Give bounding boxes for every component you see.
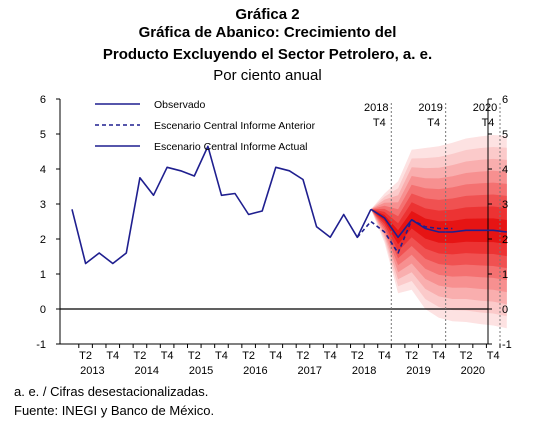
- reference-quarter-label: T4: [427, 117, 440, 129]
- y-tick-label-right: 3: [502, 199, 508, 211]
- reference-year-label: 2018: [364, 102, 388, 114]
- footnote-source: Fuente: INEGI y Banco de México.: [14, 403, 215, 418]
- x-quarter-label: T4: [324, 350, 337, 362]
- legend-label-3: Escenario Central Informe Actual: [154, 141, 308, 153]
- x-year-label: 2019: [406, 365, 430, 377]
- y-tick-label-left: 6: [40, 94, 46, 106]
- y-tick-label-left: 3: [40, 199, 46, 211]
- x-quarter-label: T2: [351, 350, 364, 362]
- y-tick-label-right: 4: [502, 164, 508, 176]
- y-tick-label-left: 0: [40, 304, 46, 316]
- x-quarter-label: T4: [161, 350, 174, 362]
- x-quarter-label: T2: [297, 350, 310, 362]
- x-quarter-label: T2: [134, 350, 147, 362]
- x-quarter-label: T2: [405, 350, 418, 362]
- x-year-label: 2015: [189, 365, 213, 377]
- chart-title-line2: Producto Excluyendo el Sector Petrolero,…: [102, 46, 433, 63]
- y-tick-label-left: -1: [36, 339, 46, 351]
- y-tick-label-right: -1: [502, 339, 512, 351]
- y-tick-label-right: 6: [502, 94, 508, 106]
- chart-number: Gráfica 2: [235, 6, 300, 23]
- reference-year-label: 2019: [418, 102, 442, 114]
- reference-quarter-label: T4: [482, 117, 495, 129]
- x-quarter-label: T4: [487, 350, 500, 362]
- legend-label-2: Escenario Central Informe Anterior: [154, 120, 316, 132]
- y-tick-label-left: 1: [40, 269, 46, 281]
- x-year-label: 2018: [352, 365, 376, 377]
- y-tick-label-right: 5: [502, 129, 508, 141]
- x-quarter-label: T4: [432, 350, 445, 362]
- chart-subtitle: Por ciento anual: [213, 67, 322, 84]
- y-tick-label-left: 2: [40, 234, 46, 246]
- x-year-label: 2017: [298, 365, 322, 377]
- x-quarter-label: T2: [188, 350, 201, 362]
- y-tick-label-left: 5: [40, 129, 46, 141]
- x-quarter-label: T4: [378, 350, 391, 362]
- x-year-label: 2013: [80, 365, 104, 377]
- y-tick-label-right: 2: [502, 234, 508, 246]
- y-tick-label-right: 0: [502, 304, 508, 316]
- footnote-seasonal: a. e. / Cifras desestacionalizadas.: [14, 384, 209, 399]
- reference-quarter-label: T4: [373, 117, 386, 129]
- reference-year-label: 2020: [473, 102, 497, 114]
- fan-band-8: [370, 209, 507, 245]
- legend-label-1: Observado: [154, 99, 206, 111]
- series-line-2: [356, 219, 453, 254]
- x-quarter-label: T4: [106, 350, 119, 362]
- y-tick-label-left: 4: [40, 164, 46, 176]
- x-quarter-label: T2: [79, 350, 92, 362]
- chart-title-line1: Gráfica de Abanico: Crecimiento del: [138, 24, 397, 41]
- y-tick-label-right: 1: [502, 269, 508, 281]
- x-year-label: 2020: [461, 365, 485, 377]
- x-quarter-label: T4: [215, 350, 228, 362]
- x-quarter-label: T2: [242, 350, 255, 362]
- x-quarter-label: T2: [460, 350, 473, 362]
- x-year-label: 2014: [134, 365, 158, 377]
- series-line-1: [71, 145, 372, 265]
- series-line-3: [370, 208, 507, 239]
- x-year-label: 2016: [243, 365, 267, 377]
- x-quarter-label: T4: [269, 350, 282, 362]
